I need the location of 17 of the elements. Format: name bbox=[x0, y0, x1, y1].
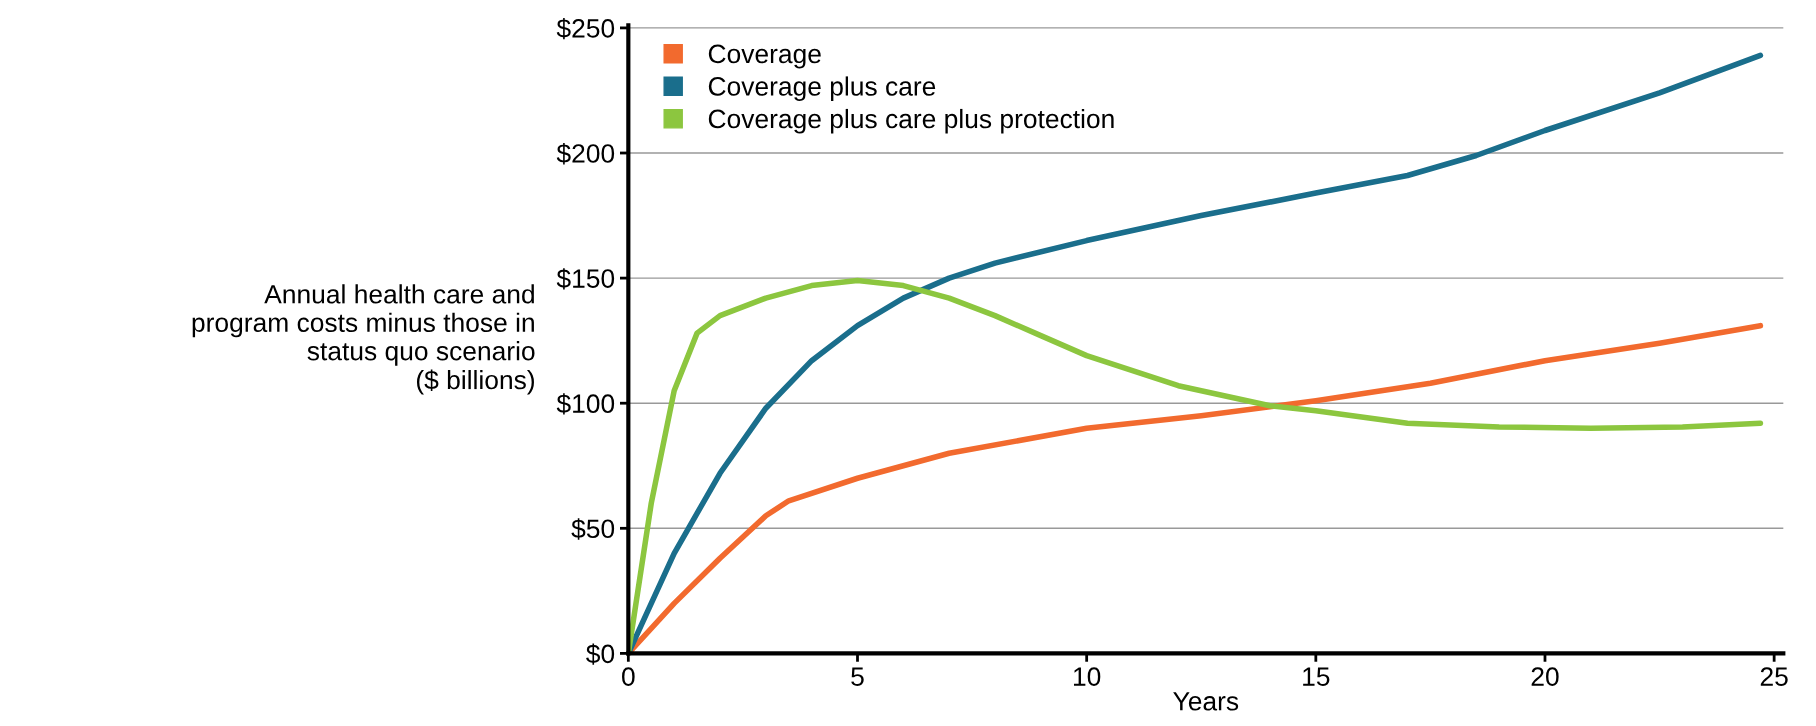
x-tick-label: 5 bbox=[851, 667, 864, 686]
y-tick-label: $150 bbox=[556, 268, 615, 290]
legend-label: Coverage bbox=[708, 44, 821, 69]
x-tick-label: 20 bbox=[1531, 667, 1559, 686]
legend-label: Coverage plus care bbox=[708, 76, 936, 101]
legend-label: Coverage plus care plus protection bbox=[708, 108, 1114, 134]
y-tick-label: $100 bbox=[556, 393, 615, 415]
x-tick-label: 25 bbox=[1760, 667, 1788, 686]
x-tick-label: 15 bbox=[1303, 667, 1330, 686]
x-tick-label: 0 bbox=[622, 667, 635, 686]
y-tick-label: $250 bbox=[556, 17, 615, 40]
x-tick-label: 10 bbox=[1074, 667, 1101, 686]
y-tick-label: $200 bbox=[556, 143, 615, 165]
y-tick-label: $50 bbox=[571, 518, 615, 540]
x-axis-title: Years bbox=[1173, 692, 1239, 711]
y-axis-title: Annual health care and program costs minus those in status quo scenario ($ billions) bbox=[192, 284, 535, 395]
y-tick-label: $0 bbox=[586, 643, 615, 665]
